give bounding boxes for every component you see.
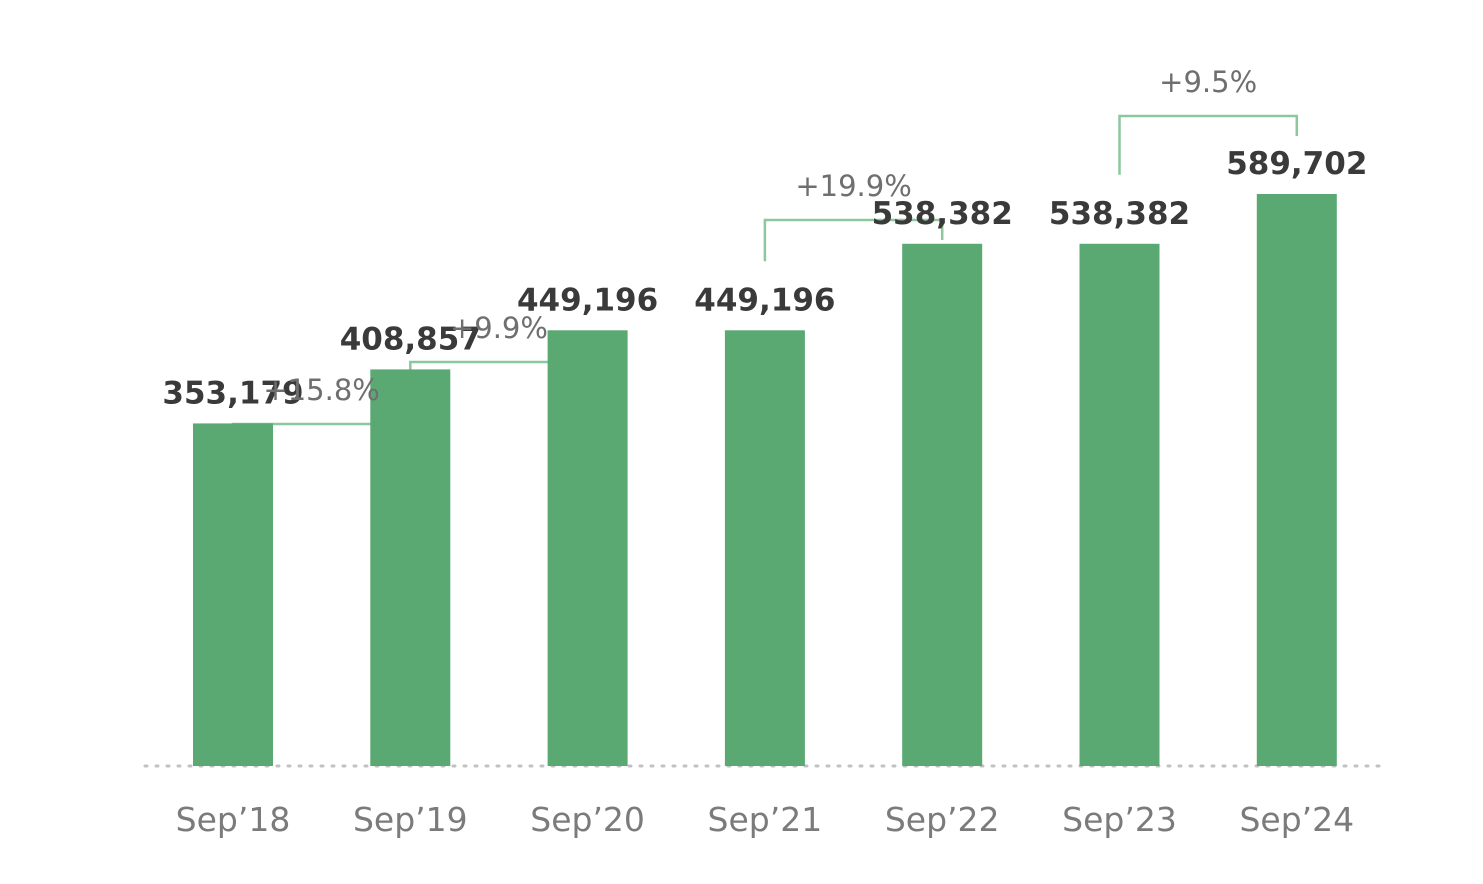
- value-label-3: 449,196: [694, 282, 835, 318]
- x-tick-label-3: Sep’21: [708, 800, 823, 839]
- x-tick-label-0: Sep’18: [176, 800, 291, 839]
- bar-1: [370, 369, 451, 766]
- growth-label-2: +19.9%: [795, 169, 911, 203]
- bar-5: [1079, 243, 1160, 767]
- bar-2: [547, 330, 628, 766]
- growth-label-0: +15.8%: [263, 373, 379, 407]
- value-label-1: 408,857: [340, 321, 481, 357]
- bars: [193, 194, 1337, 767]
- value-labels: 353,179 408,857 449,196 449,196 538,382 538,3…: [162, 146, 1367, 411]
- bar-4: [902, 243, 983, 767]
- growth-bracket-2: [763, 218, 944, 262]
- x-tick-label-1: Sep’19: [353, 800, 468, 839]
- bar-6: [1256, 194, 1337, 766]
- bar-0: [193, 423, 273, 766]
- growth-bracket-3: [1118, 114, 1299, 175]
- value-label-4: 538,382: [872, 196, 1013, 232]
- x-tick-label-6: Sep’24: [1239, 800, 1354, 839]
- growth-label-3: +9.5%: [1159, 65, 1257, 99]
- x-axis-tick-labels: Sep’18 Sep’19 Sep’20 Sep’21 Sep’22 Sep’23 Sep’…: [176, 800, 1354, 839]
- bar-3: [724, 330, 805, 766]
- value-label-0: 353,179: [162, 375, 303, 411]
- value-label-6: 589,702: [1226, 146, 1367, 182]
- x-tick-label-5: Sep’23: [1062, 800, 1177, 839]
- x-tick-label-4: Sep’22: [885, 800, 1000, 839]
- growth-label-1: +9.9%: [450, 311, 548, 345]
- x-tick-label-2: Sep’20: [530, 800, 645, 839]
- value-label-2: 449,196: [517, 282, 658, 318]
- growth-labels: +15.8% +9.9% +19.9% +9.5%: [263, 65, 1257, 407]
- value-label-5: 538,382: [1049, 196, 1190, 232]
